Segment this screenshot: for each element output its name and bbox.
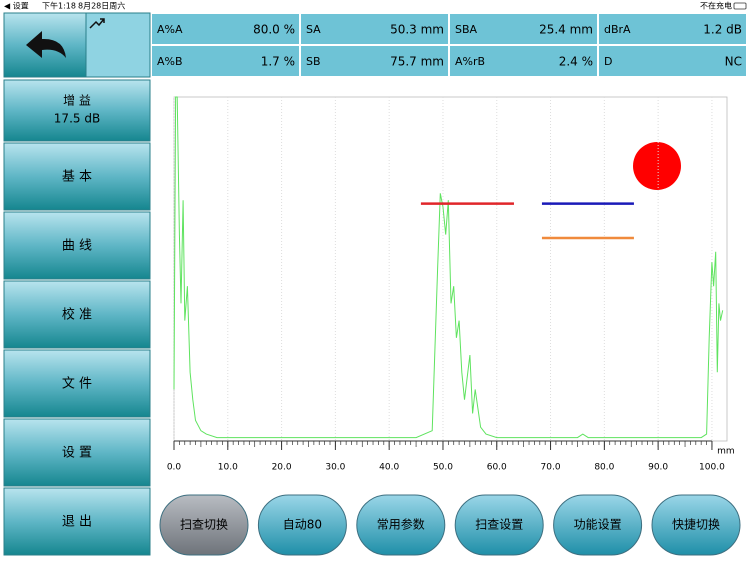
x-tick-label: 10.0 — [218, 463, 238, 473]
status-charging: 不在充电 — [700, 1, 732, 11]
menu-label: 曲 线 — [62, 239, 92, 254]
trend-icon — [89, 18, 105, 29]
x-tick-label: 30.0 — [325, 463, 345, 473]
bottom-button-label: 快捷切换 — [672, 518, 720, 532]
gain-button[interactable] — [3, 79, 151, 142]
back-arrow — [26, 31, 66, 58]
reading-cell — [450, 46, 597, 76]
bottom-button[interactable] — [553, 494, 643, 556]
x-tick-label: 20.0 — [272, 463, 292, 473]
reading-cell — [301, 46, 448, 76]
reading-cell — [599, 46, 746, 76]
reading-value: 25.4 mm — [539, 23, 593, 37]
menu-button[interactable] — [3, 280, 151, 349]
reading-label: dBrA — [604, 23, 631, 36]
menu-button[interactable] — [3, 142, 151, 211]
reading-cell — [152, 46, 299, 76]
bottom-button[interactable] — [454, 494, 544, 556]
bottom-button[interactable] — [257, 494, 347, 556]
bottom-button[interactable] — [356, 494, 446, 556]
reading-value: 50.3 mm — [390, 23, 444, 37]
reading-value: 1.2 dB — [703, 23, 742, 37]
reading-cell — [301, 14, 448, 44]
battery-icon — [733, 2, 747, 10]
reading-value: NC — [725, 55, 742, 69]
alarm-indicator — [633, 142, 681, 190]
reading-label: A%A — [157, 23, 183, 36]
menu-button[interactable] — [3, 418, 151, 487]
reading-label: SBA — [455, 23, 478, 36]
x-tick-label: 100.0 — [699, 463, 725, 473]
reading-label: SB — [306, 55, 321, 68]
menu-label: 文 件 — [62, 377, 92, 392]
reading-label: D — [604, 55, 612, 68]
x-tick-label: 80.0 — [594, 463, 614, 473]
menu-label: 退 出 — [62, 515, 92, 530]
reading-cell — [599, 14, 746, 44]
status-time: 下午1:18 — [42, 1, 76, 11]
bottom-button-label: 常用参数 — [377, 517, 425, 532]
menu-label: 设 置 — [62, 446, 92, 461]
bottom-button[interactable] — [651, 494, 741, 556]
status-date: 8月28日周六 — [78, 1, 125, 11]
status-back[interactable]: ◀ 设置 — [4, 1, 29, 11]
reading-cell — [152, 14, 299, 44]
bottom-button-label: 功能设置 — [574, 518, 622, 532]
x-tick-label: 40.0 — [379, 463, 399, 473]
reading-label: A%B — [157, 55, 183, 68]
x-tick-label: 70.0 — [541, 463, 561, 473]
menu-button[interactable] — [3, 349, 151, 418]
menu-button[interactable] — [3, 487, 151, 556]
reading-value: 1.7 % — [261, 55, 295, 69]
bottom-button-label: 扫查切换 — [180, 518, 228, 532]
x-tick-label: 0.0 — [167, 463, 182, 473]
menu-label: 校 准 — [62, 307, 92, 323]
x-unit: mm — [717, 447, 735, 457]
reading-value: 75.7 mm — [390, 55, 444, 69]
x-tick-label: 90.0 — [648, 463, 668, 473]
x-tick-label: 50.0 — [433, 463, 453, 473]
reading-value: 2.4 % — [559, 55, 593, 69]
menu-button[interactable] — [3, 211, 151, 280]
gain-value: 17.5 dB — [54, 112, 100, 126]
reading-label: A%rB — [455, 55, 485, 68]
bottom-button-label: 扫查设置 — [475, 518, 523, 532]
reading-label: SA — [306, 23, 321, 36]
bottom-button-label: 自动80 — [283, 518, 322, 532]
waveform — [173, 96, 724, 439]
menu-label: 基 本 — [62, 170, 92, 185]
x-tick-label: 60.0 — [487, 463, 507, 473]
reading-value: 80.0 % — [253, 23, 295, 37]
bottom-button[interactable] — [159, 494, 249, 556]
gain-label: 增 益 — [63, 94, 91, 108]
reading-cell — [450, 14, 597, 44]
